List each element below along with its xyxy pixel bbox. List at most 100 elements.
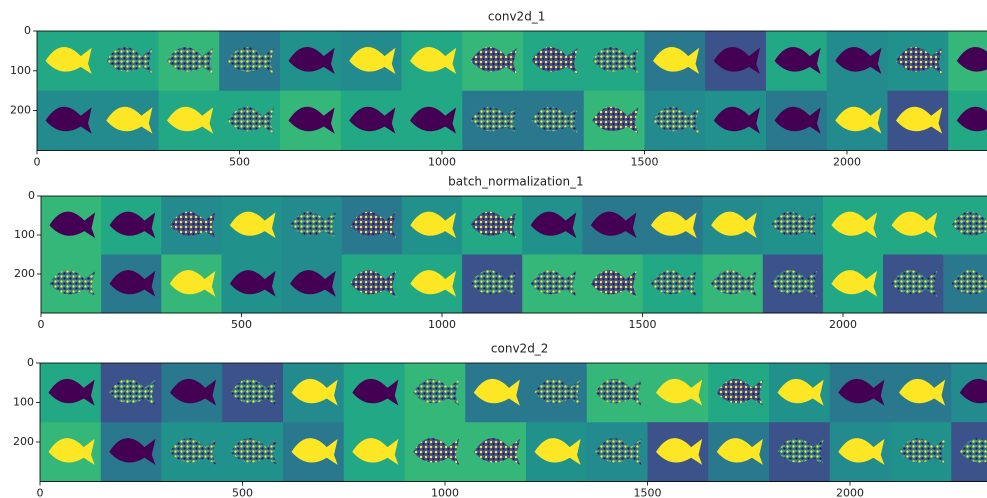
fish [891, 270, 938, 297]
fish [590, 270, 637, 297]
fish [595, 378, 642, 406]
fish [109, 378, 156, 406]
fish [291, 378, 338, 406]
fish [650, 270, 697, 297]
fish [410, 46, 457, 74]
fish [410, 211, 457, 239]
fish [713, 106, 760, 134]
fish [288, 46, 335, 74]
chart-title: conv2d_1 [488, 10, 546, 24]
fish [470, 106, 517, 134]
fish [774, 46, 821, 74]
fish [473, 378, 520, 406]
fish [470, 46, 517, 74]
x-tick-label: 2000 [833, 155, 861, 168]
fish [838, 378, 885, 406]
y-tick-label: 200 [10, 104, 31, 117]
fish [590, 211, 637, 239]
fish [470, 211, 517, 239]
fish [716, 438, 763, 465]
fish [473, 438, 520, 465]
fish [959, 378, 987, 404]
fish [106, 46, 153, 74]
fish [349, 106, 396, 134]
fish [167, 106, 214, 134]
fish [592, 106, 639, 134]
fish [230, 438, 277, 465]
fish [45, 46, 92, 74]
fish [291, 438, 338, 465]
fish [169, 211, 216, 239]
x-tick-label: 0 [37, 487, 44, 498]
fish [899, 378, 946, 406]
fish [711, 211, 757, 239]
y-tick-label: 0 [24, 24, 31, 37]
y-tick-label: 0 [28, 189, 35, 202]
axes-frame [40, 195, 987, 314]
fish [106, 106, 153, 134]
y-tick-label: 100 [14, 228, 35, 241]
fish [109, 270, 156, 297]
fish [349, 46, 396, 74]
fish [413, 378, 460, 406]
y-tick-label: 100 [10, 64, 31, 77]
x-tick-label: 0 [34, 155, 41, 168]
fish [45, 106, 92, 134]
axes-frame [36, 30, 987, 151]
x-tick-label: 1500 [629, 318, 657, 331]
fish [713, 46, 760, 74]
chart-title: batch_normalization_1 [448, 175, 584, 189]
x-tick-label: 1500 [631, 155, 659, 168]
fish [891, 211, 938, 239]
fish [650, 211, 697, 239]
x-tick-label: 500 [232, 487, 253, 498]
fish [531, 46, 578, 74]
fish [896, 46, 943, 74]
feature-map [37, 31, 987, 151]
fish [167, 46, 214, 74]
fish [229, 270, 276, 297]
fish [229, 211, 276, 239]
fish [290, 270, 336, 297]
fish [230, 378, 277, 406]
fish [49, 270, 96, 297]
fish [959, 438, 987, 463]
y-tick-label: 0 [27, 356, 34, 369]
x-tick-label: 1000 [428, 155, 456, 168]
x-tick-label: 1500 [634, 487, 662, 498]
fish [227, 46, 274, 74]
fish [410, 106, 457, 134]
fish [835, 46, 882, 74]
fish [49, 211, 96, 239]
fish [413, 438, 460, 465]
fish [831, 211, 878, 239]
fish [352, 438, 399, 465]
fish [288, 106, 335, 134]
fish [653, 106, 700, 134]
fish [109, 438, 156, 465]
fish [951, 211, 987, 236]
fish [169, 270, 216, 297]
fish [711, 270, 757, 297]
x-tick-label: 500 [229, 155, 250, 168]
fish [48, 378, 95, 406]
fish [774, 106, 821, 134]
fish [350, 211, 396, 239]
feature-map [41, 196, 987, 314]
fish [899, 438, 946, 465]
fish [896, 106, 943, 134]
fish [227, 106, 274, 134]
fish [956, 106, 987, 132]
fish [350, 270, 396, 297]
fish [831, 270, 878, 297]
x-tick-label: 0 [38, 318, 45, 331]
y-tick-label: 200 [13, 435, 34, 448]
fish [595, 438, 642, 465]
fish [410, 270, 457, 297]
fish [48, 438, 95, 465]
fish [653, 46, 700, 74]
fish [534, 438, 581, 465]
x-tick-label: 500 [231, 318, 252, 331]
fish [838, 438, 885, 465]
